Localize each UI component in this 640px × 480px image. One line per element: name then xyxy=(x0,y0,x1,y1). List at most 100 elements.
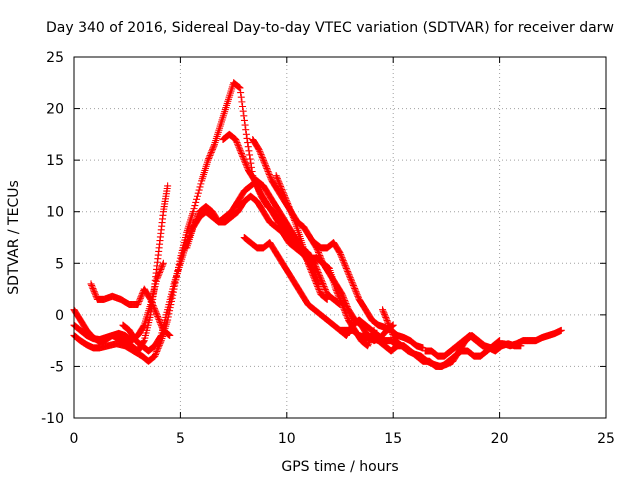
y-tick-label: 10 xyxy=(46,205,64,221)
data-point xyxy=(346,274,354,282)
data-point xyxy=(255,188,263,196)
data-point xyxy=(344,268,352,276)
data-point xyxy=(347,275,355,283)
data-point xyxy=(309,270,317,278)
data-point xyxy=(152,308,160,316)
data-point xyxy=(262,161,270,169)
data-point xyxy=(273,175,281,183)
data-point xyxy=(262,163,270,171)
data-point xyxy=(243,162,251,170)
data-point xyxy=(90,286,98,294)
plot-frame xyxy=(73,56,607,419)
data-point xyxy=(192,217,200,225)
data-point xyxy=(190,220,198,228)
data-point xyxy=(156,317,164,325)
data-point xyxy=(341,261,349,269)
data-point xyxy=(364,340,372,348)
data-point xyxy=(273,173,281,181)
data-point xyxy=(240,156,248,164)
data-point xyxy=(387,327,395,335)
data-point xyxy=(265,171,273,179)
data-point xyxy=(517,342,525,350)
series-arc-10 xyxy=(272,172,331,303)
data-point xyxy=(193,195,201,203)
data-point xyxy=(154,314,162,322)
data-point xyxy=(191,202,199,210)
data-point xyxy=(258,154,266,162)
data-point xyxy=(239,103,247,111)
data-point xyxy=(263,164,271,172)
data-point xyxy=(345,271,353,279)
data-point xyxy=(136,294,144,302)
x-tick-label: 5 xyxy=(176,431,185,447)
data-point xyxy=(256,189,264,197)
data-point xyxy=(316,287,324,295)
data-point xyxy=(336,301,344,309)
data-point xyxy=(152,351,160,359)
data-point xyxy=(252,178,260,186)
data-point xyxy=(253,183,261,191)
data-point xyxy=(282,195,290,203)
data-point xyxy=(283,198,291,206)
data-point xyxy=(154,312,162,320)
data-point xyxy=(349,281,357,289)
data-point xyxy=(316,252,324,260)
y-tick-label: -5 xyxy=(50,359,64,375)
data-point xyxy=(384,318,392,326)
data-point xyxy=(272,172,280,180)
data-point xyxy=(310,275,318,283)
data-point xyxy=(285,203,293,211)
data-point xyxy=(339,257,347,265)
data-point xyxy=(351,285,359,293)
data-point xyxy=(315,248,323,256)
data-point xyxy=(315,250,323,258)
data-point xyxy=(348,278,356,286)
data-point xyxy=(381,312,389,320)
data-point xyxy=(243,163,251,171)
data-point xyxy=(205,155,213,163)
data-point xyxy=(387,326,395,334)
data-point xyxy=(340,258,348,266)
data-point xyxy=(284,201,292,209)
data-point xyxy=(151,352,159,360)
y-tick-label: 25 xyxy=(46,50,64,66)
data-point xyxy=(237,89,245,97)
data-point xyxy=(312,279,320,287)
data-point xyxy=(135,297,143,305)
data-point xyxy=(207,150,215,158)
data-point xyxy=(337,252,345,260)
data-point xyxy=(240,116,248,124)
data-point xyxy=(209,145,217,153)
data-point xyxy=(286,204,294,212)
data-point xyxy=(244,139,252,147)
data-point xyxy=(307,267,315,275)
data-point xyxy=(189,223,197,231)
data-point xyxy=(156,267,164,275)
series-arc-1 xyxy=(70,79,378,365)
chart-title: Day 340 of 2016, Sidereal Day-to-day VTE… xyxy=(46,20,614,36)
data-point xyxy=(149,300,157,308)
data-point xyxy=(286,206,294,214)
data-point xyxy=(87,280,95,288)
data-point xyxy=(279,187,287,195)
x-tick-label: 25 xyxy=(597,431,615,447)
data-point xyxy=(338,254,346,262)
data-point xyxy=(304,259,312,267)
data-point xyxy=(137,293,145,301)
data-point xyxy=(237,149,245,157)
data-point xyxy=(280,192,288,200)
data-point xyxy=(342,264,350,272)
data-point xyxy=(379,306,387,314)
data-point xyxy=(88,283,96,291)
data-point xyxy=(354,292,362,300)
data-point xyxy=(291,216,299,224)
y-axis-label: SDTVAR / TECUs xyxy=(6,180,22,295)
data-point xyxy=(153,275,161,283)
data-point xyxy=(277,184,285,192)
data-point xyxy=(232,137,240,145)
data-point xyxy=(157,265,165,273)
data-point xyxy=(147,297,155,305)
data-point xyxy=(205,153,213,161)
data-point xyxy=(344,269,352,277)
data-point xyxy=(340,295,348,303)
